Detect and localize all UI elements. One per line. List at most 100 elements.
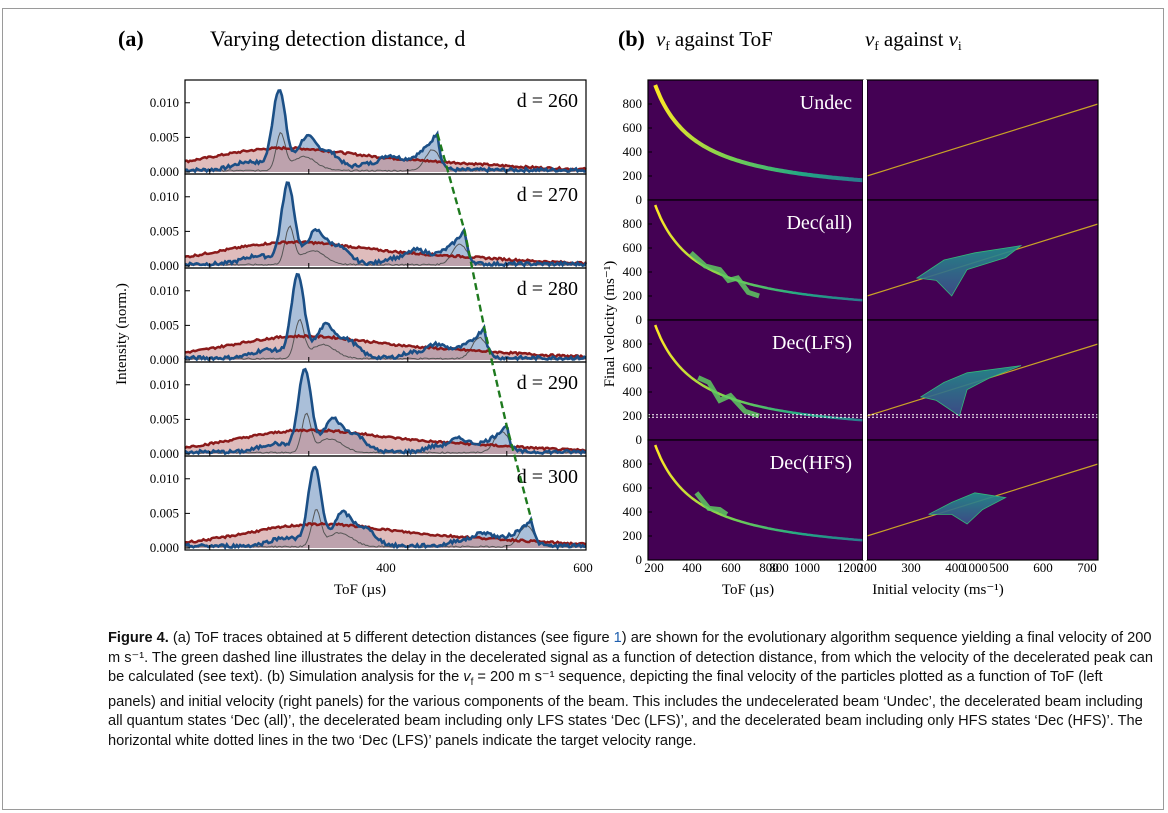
tick-label: 800	[759, 560, 779, 575]
tick-label: 500	[989, 560, 1009, 575]
tick-label: 0.000	[150, 352, 179, 367]
heatmap-background	[648, 440, 863, 560]
tick-label: 400	[623, 144, 643, 159]
caption-text-2: ) are shown for the evolutionary algorit…	[108, 630, 1154, 686]
tick-label: 0	[636, 312, 643, 327]
tick-label: 0.005	[150, 411, 179, 426]
tick-label: 400	[623, 384, 643, 399]
tick-label: 0.000	[150, 258, 179, 273]
row-label: Dec(HFS)	[770, 452, 852, 474]
tick-label: 0.010	[150, 377, 179, 392]
tick-label: 0.010	[150, 95, 179, 110]
tick-label: 1000	[794, 560, 820, 575]
tick-label: 800	[769, 560, 789, 575]
tick-label: 600	[623, 240, 643, 255]
diagonal-line	[866, 103, 1099, 177]
tof-subplot: 0.000 0.005 0.010 d = 280	[150, 267, 587, 367]
figure-reference-link[interactable]: 1	[613, 630, 622, 646]
row-label: Dec(LFS)	[772, 332, 852, 354]
tick-label: 600	[1033, 560, 1053, 575]
caption-label: Figure 4.	[108, 630, 169, 646]
decelerated-branch	[689, 250, 760, 299]
tick-label: 0.010	[150, 189, 179, 204]
vf-vs-vi-heatmap	[866, 440, 1099, 560]
panel-b-xlabel-left: ToF (µs)	[722, 582, 774, 598]
tick-label: 600	[721, 560, 741, 575]
tick-label: 700	[1077, 560, 1097, 575]
trace-blue	[184, 181, 588, 268]
tick-label: 600	[623, 480, 643, 495]
panel-a-title: Varying detection distance, d	[210, 26, 465, 51]
figure-graphics: (a) Varying detection distance, d Intens…	[114, 26, 1099, 598]
trace-blue	[184, 465, 587, 551]
vf-vs-tof-heatmap	[648, 320, 864, 440]
column-separator	[863, 80, 867, 560]
decelerated-branch	[697, 375, 760, 419]
trace-blue	[184, 367, 587, 456]
figure-caption: Figure 4. (a) ToF traces obtained at 5 d…	[108, 629, 1153, 751]
tick-label: 1000	[962, 560, 988, 575]
panel-b-xticklabels-right: 200 300 400 500 600 700	[857, 560, 1097, 575]
vf-vs-vi-heatmap	[866, 80, 1099, 200]
decelerated-region	[928, 492, 1007, 525]
tof-subplot: 0.000 0.005 0.010 d = 270	[150, 173, 588, 273]
vf-vs-tof-heatmap	[648, 440, 864, 560]
tick-label: 200	[644, 560, 664, 575]
distance-label: d = 270	[517, 184, 578, 206]
tick-label: 1200	[837, 560, 863, 575]
decelerated-branch	[694, 491, 729, 517]
trace-fill-red	[185, 523, 586, 548]
row-label: Dec(all)	[786, 212, 852, 234]
tick-label: 0.000	[150, 540, 179, 555]
trace-blue	[184, 89, 587, 174]
panel-b-title-right: vf against vi	[865, 27, 962, 53]
decel-delay-dashed-line	[436, 133, 533, 521]
heatmap-background	[648, 320, 863, 440]
vf-vs-vi-heatmap	[866, 200, 1099, 320]
decelerated-region	[919, 365, 1022, 417]
trace-red	[185, 333, 587, 360]
tick-label: 300	[901, 560, 921, 575]
trace-red	[184, 428, 587, 453]
row-label: Undec	[800, 92, 852, 114]
tick-label: 600	[623, 120, 643, 135]
tick-label: 0.005	[150, 317, 179, 332]
tick-label: 400	[623, 264, 643, 279]
panel-a-label: (a)	[118, 26, 144, 51]
distance-label: d = 290	[517, 372, 578, 394]
tick-label: 0.000	[150, 164, 179, 179]
tick-label: 200	[623, 288, 643, 303]
caption-vf-sub: f	[470, 677, 474, 689]
tick-label: 0	[636, 552, 643, 567]
tick-label: 600	[573, 560, 593, 575]
tof-subplot: 0.000 0.005 0.010 d = 260	[150, 79, 587, 179]
distance-label: d = 300	[517, 466, 578, 488]
tick-label: 0	[636, 432, 643, 447]
tof-subplot: 0.000 0.005 0.010 d = 300	[150, 455, 587, 555]
tick-label: 0.005	[150, 223, 179, 238]
vf-vs-vi-heatmap	[866, 320, 1099, 440]
panel-a-ylabel: Intensity (norm.)	[114, 283, 130, 385]
tick-label: 0	[636, 192, 643, 207]
trace-blue	[183, 272, 587, 362]
panel-b-xticklabels-left: 200 400 600 800 1000 1200	[644, 560, 863, 575]
tick-label: 0.000	[150, 446, 179, 461]
vf-vs-tof-heatmap	[648, 200, 864, 320]
distance-label: d = 260	[517, 90, 578, 112]
subplot-frame	[184, 455, 587, 551]
tick-label: 800	[623, 336, 643, 351]
tick-label: 0.010	[150, 283, 179, 298]
trace-red	[184, 239, 587, 266]
velocity-curve	[653, 84, 864, 183]
tick-label: 400	[682, 560, 702, 575]
panel-b-xlabel-right: Initial velocity (ms⁻¹)	[872, 582, 1004, 598]
panel-a-xlabel: ToF (µs)	[334, 582, 386, 598]
tick-label: 800	[623, 456, 643, 471]
tick-label: 200	[623, 528, 643, 543]
tick-label: 200	[857, 560, 877, 575]
panel-a-xticklabels: 400 600 800 1000	[376, 560, 988, 575]
panel-a-traces: 0.000 0.005 0.010 d = 260 0.000 0.005 0.010 d =…	[150, 79, 588, 555]
tick-label: 0.010	[150, 471, 179, 486]
decelerated-region	[915, 244, 1023, 297]
